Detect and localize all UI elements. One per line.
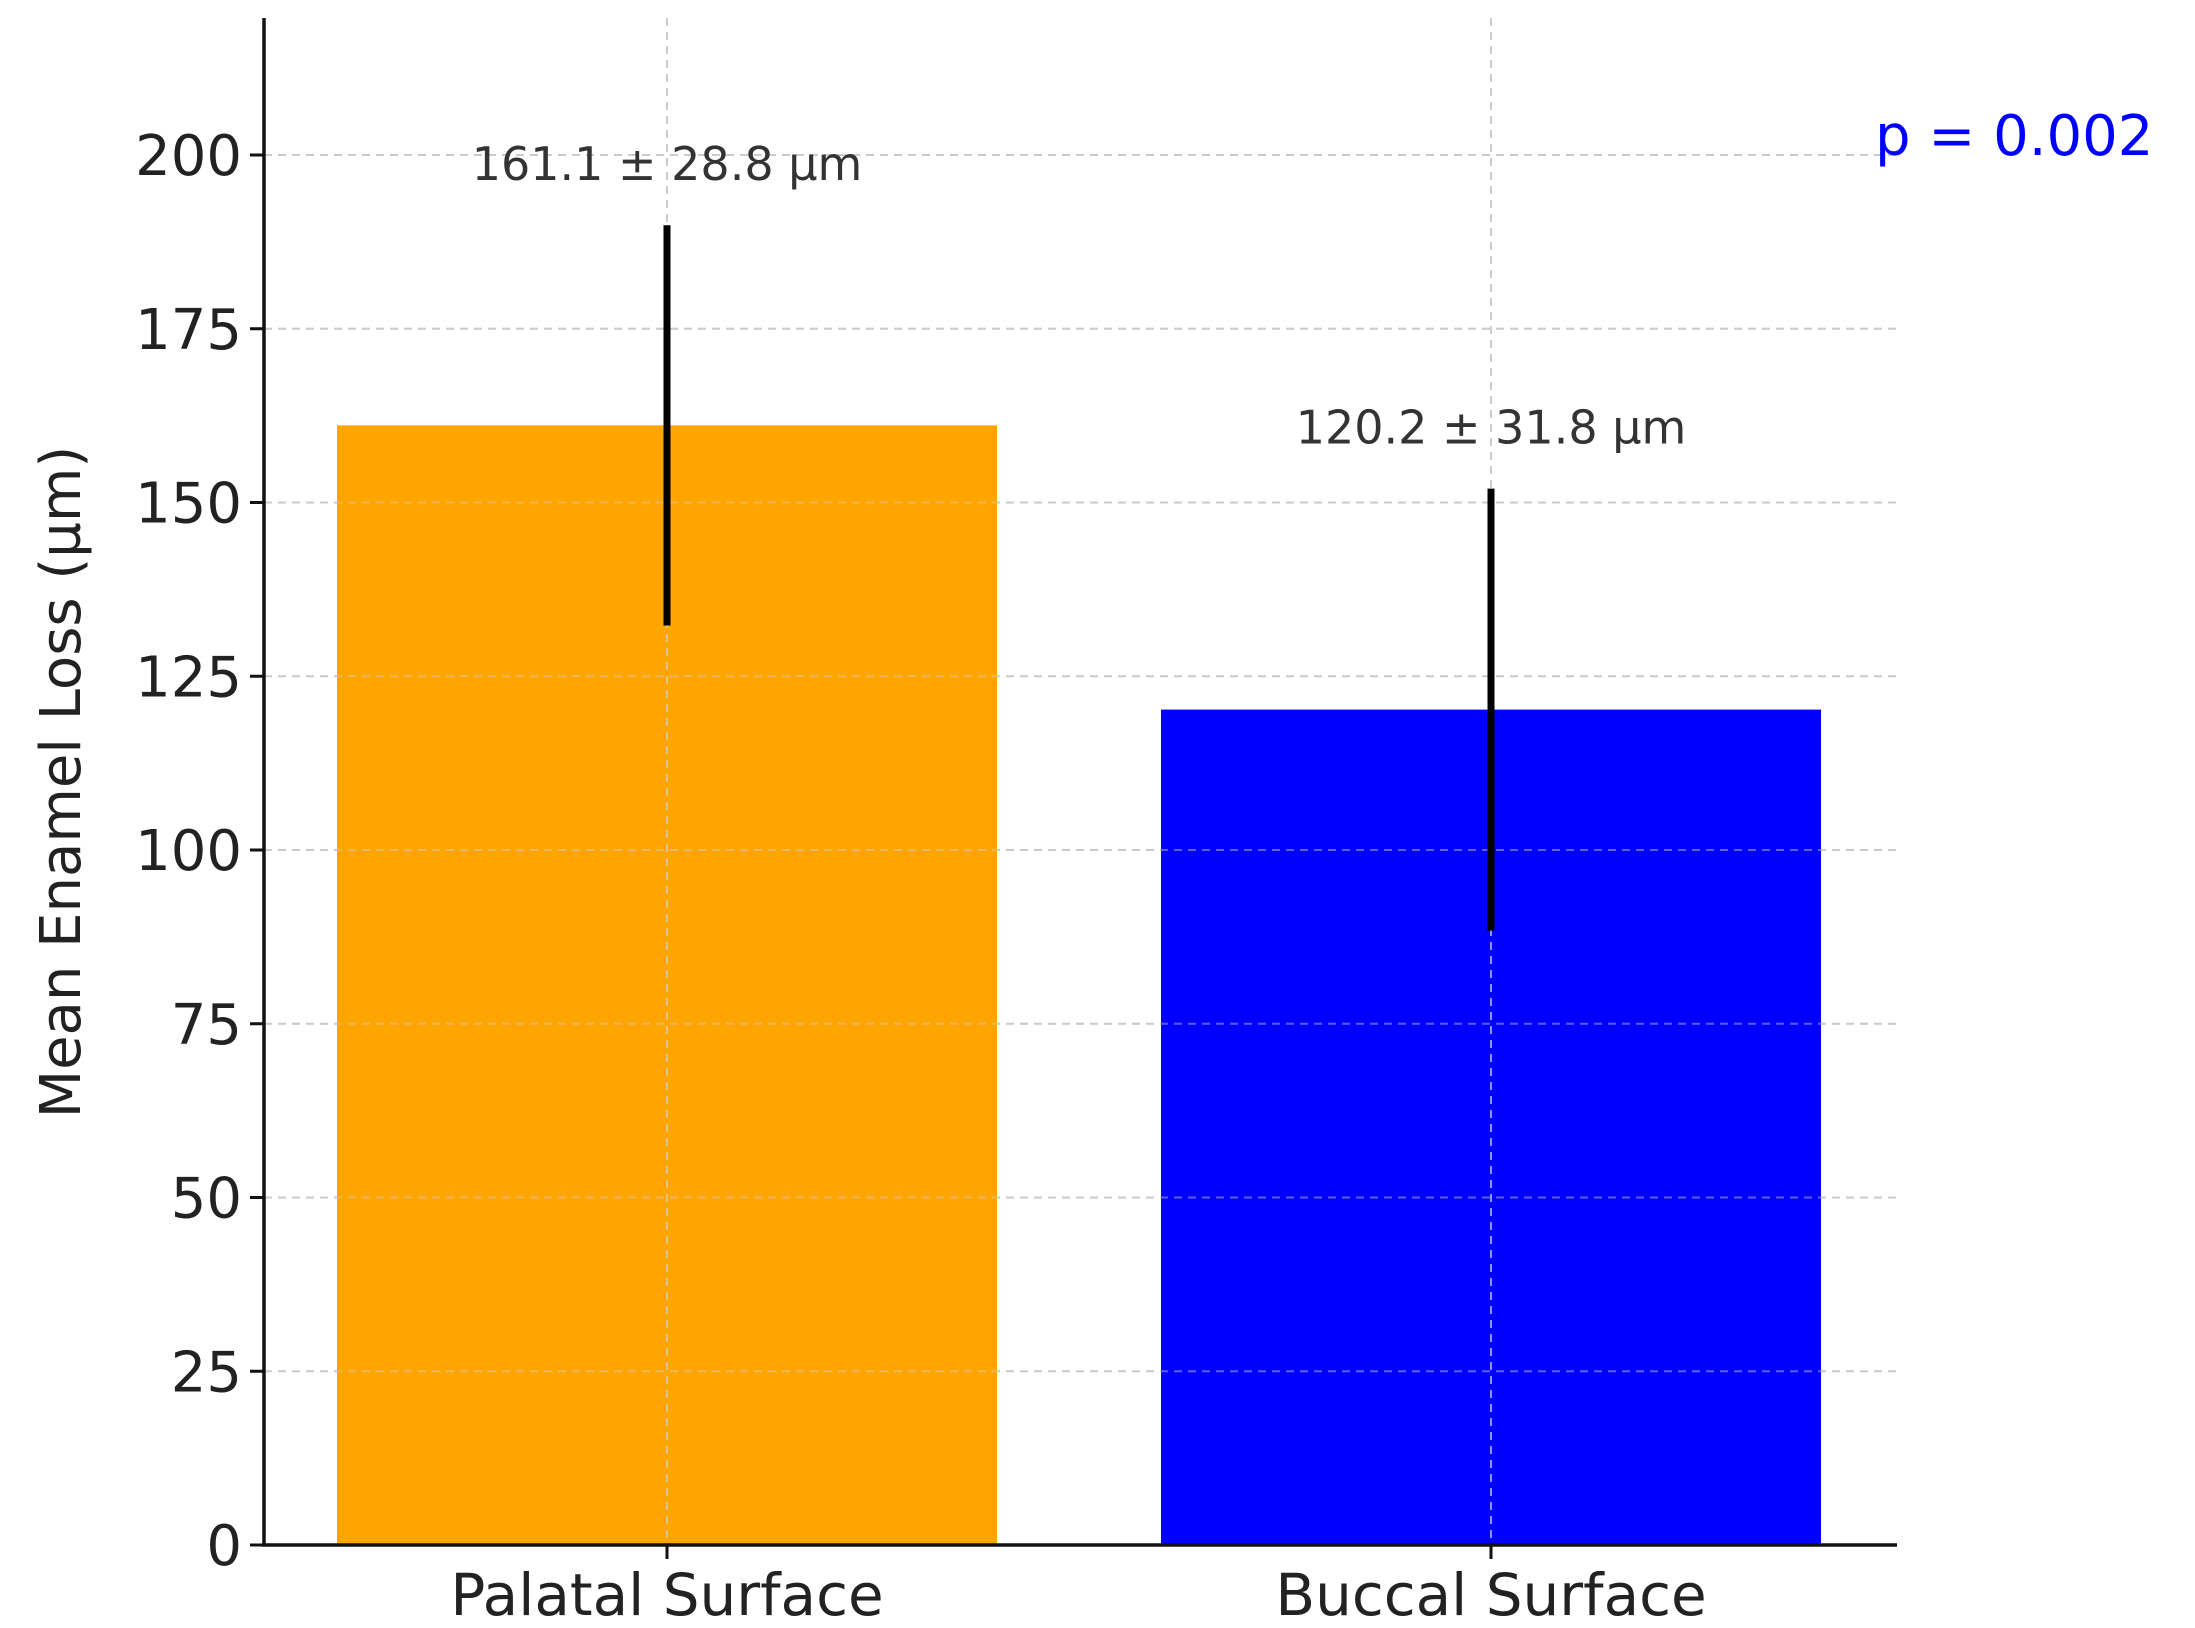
value-label: 120.2 ± 31.8 µm xyxy=(1296,401,1687,455)
value-label: 161.1 ± 28.8 µm xyxy=(472,137,863,191)
axes xyxy=(262,18,1897,1547)
y-tick-label: 200 xyxy=(135,124,242,189)
x-ticks: Palatal Surface Buccal Surface xyxy=(450,1545,1707,1628)
y-tick-label: 175 xyxy=(135,298,242,363)
y-tick-label: 50 xyxy=(171,1167,242,1232)
error-bars xyxy=(663,225,1495,931)
y-tick-label: 25 xyxy=(171,1340,242,1405)
value-labels: 161.1 ± 28.8 µm 120.2 ± 31.8 µm xyxy=(472,137,1687,454)
y-ticks: 0 25 50 75 100 125 150 175 200 xyxy=(135,124,264,1579)
y-tick-label: 100 xyxy=(135,819,242,884)
y-tick-label: 0 xyxy=(206,1514,242,1579)
y-axis-label: Mean Enamel Loss (µm) xyxy=(29,446,94,1118)
x-tick-label: Buccal Surface xyxy=(1275,1561,1706,1628)
y-tick-label: 75 xyxy=(171,993,242,1058)
y-tick-label: 150 xyxy=(135,472,242,537)
bars xyxy=(264,18,1897,1546)
p-value-annotation: p = 0.002 xyxy=(1875,104,2153,169)
x-tick-label: Palatal Surface xyxy=(450,1561,883,1628)
y-tick-label: 125 xyxy=(135,645,242,710)
